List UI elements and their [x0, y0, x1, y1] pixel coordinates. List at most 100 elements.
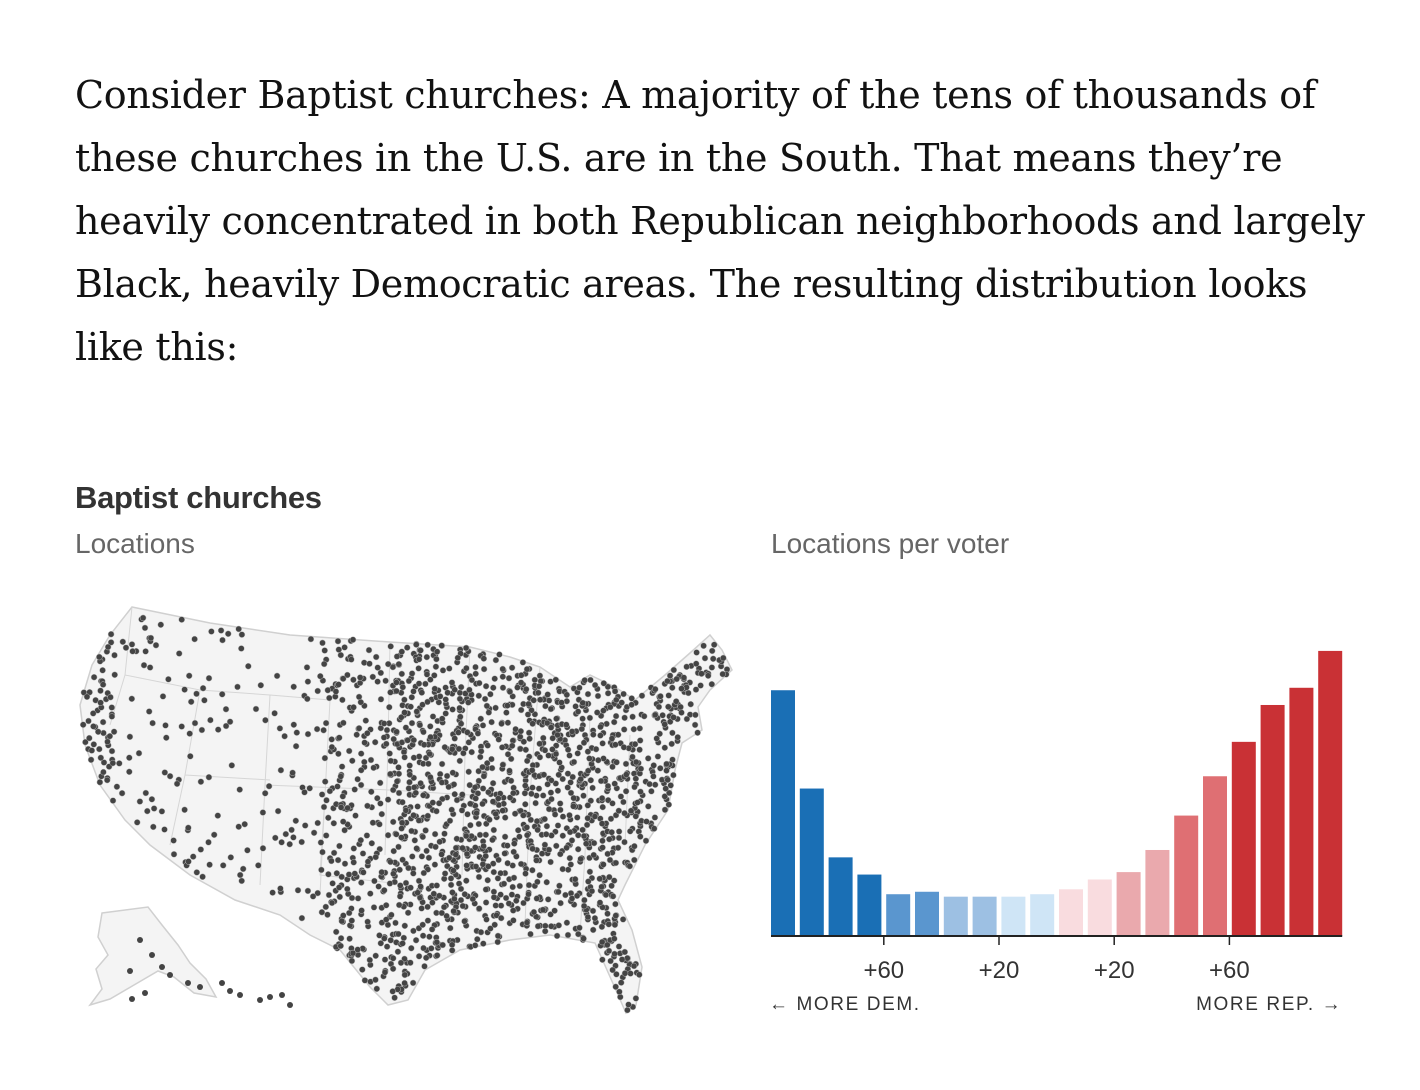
- church-dot: [335, 884, 343, 891]
- church-dot: [475, 767, 482, 775]
- church-dot: [416, 721, 424, 729]
- church-dot: [523, 665, 531, 673]
- church-dot: [90, 741, 98, 748]
- church-dot: [287, 1002, 293, 1008]
- church-dot: [564, 770, 572, 777]
- church-dot: [415, 665, 422, 672]
- church-dot: [443, 912, 450, 920]
- histogram-bar-6: [915, 891, 939, 936]
- church-dot: [314, 889, 321, 897]
- church-dot: [567, 789, 575, 797]
- church-dot: [541, 815, 548, 823]
- church-dot: [531, 676, 539, 684]
- histogram-bar-11: [1059, 889, 1083, 936]
- church-dot: [357, 766, 365, 774]
- church-dot: [205, 839, 212, 846]
- church-dot: [150, 805, 158, 812]
- church-dot: [321, 778, 329, 785]
- church-dot: [606, 873, 613, 881]
- church-dot: [402, 879, 410, 887]
- church-dot: [612, 859, 620, 867]
- church-dot: [405, 677, 413, 685]
- church-dot: [669, 729, 676, 737]
- church-dot: [399, 702, 406, 709]
- church-dot: [386, 880, 394, 887]
- church-dot: [463, 862, 470, 869]
- church-dot: [552, 676, 560, 684]
- church-dot: [465, 699, 472, 706]
- church-dot: [338, 763, 346, 770]
- church-dot: [319, 848, 326, 856]
- church-dot: [178, 616, 185, 623]
- church-dot: [554, 787, 562, 794]
- church-dot: [401, 922, 409, 930]
- church-dot: [398, 819, 406, 827]
- church-dot: [556, 800, 564, 807]
- church-dot: [383, 726, 391, 734]
- church-dot: [324, 686, 332, 694]
- church-dot: [335, 681, 342, 688]
- church-dot: [587, 777, 595, 784]
- church-dot: [479, 722, 487, 729]
- church-dot: [533, 857, 540, 864]
- church-dot: [453, 796, 461, 804]
- church-dot: [566, 828, 574, 836]
- church-dot: [508, 742, 516, 750]
- church-dot: [445, 783, 452, 791]
- church-dot: [567, 890, 575, 897]
- church-dot: [389, 965, 397, 973]
- church-dot: [442, 696, 449, 703]
- church-dot: [359, 966, 366, 973]
- church-dot: [107, 630, 115, 638]
- church-dot: [579, 715, 586, 722]
- church-dot: [625, 1001, 632, 1008]
- church-dot: [567, 779, 574, 786]
- church-dot: [654, 753, 662, 760]
- church-dot: [523, 824, 531, 831]
- church-dot: [547, 923, 555, 930]
- church-dot: [271, 710, 278, 717]
- church-dot: [480, 772, 488, 780]
- church-dot: [326, 787, 334, 795]
- church-dot: [669, 756, 676, 763]
- church-dot: [632, 813, 640, 820]
- church-dot: [599, 837, 606, 845]
- church-dot: [422, 827, 429, 834]
- church-dot: [357, 698, 365, 706]
- church-dot: [393, 679, 400, 686]
- church-dot: [397, 882, 404, 889]
- church-dot: [128, 695, 136, 703]
- church-dot: [576, 684, 583, 692]
- church-dot: [610, 877, 618, 884]
- church-dot: [577, 775, 584, 783]
- church-dot: [606, 856, 614, 864]
- church-dot: [545, 805, 553, 813]
- church-dot: [332, 928, 340, 936]
- church-dot: [609, 966, 616, 974]
- church-dot: [197, 778, 205, 785]
- church-dot: [380, 734, 388, 741]
- church-dot: [339, 675, 347, 682]
- church-dot: [228, 762, 236, 769]
- church-dot: [420, 741, 428, 748]
- church-dot: [670, 714, 677, 721]
- church-dot: [492, 704, 499, 712]
- church-dot: [399, 940, 406, 947]
- church-dot: [708, 647, 716, 655]
- church-dot: [393, 831, 400, 838]
- histogram-bar-14: [1145, 849, 1170, 936]
- church-dot: [487, 925, 494, 932]
- church-dot: [599, 844, 606, 851]
- church-dot: [407, 884, 414, 891]
- church-dot: [277, 766, 285, 774]
- church-dot: [274, 807, 282, 815]
- church-dot: [579, 826, 586, 834]
- church-dot: [598, 938, 606, 946]
- church-dot: [144, 807, 151, 815]
- church-dot: [590, 851, 597, 859]
- church-dot: [147, 634, 155, 642]
- church-dot: [381, 969, 389, 976]
- church-dot: [578, 725, 586, 733]
- church-dot: [499, 761, 507, 769]
- church-dot: [393, 687, 400, 695]
